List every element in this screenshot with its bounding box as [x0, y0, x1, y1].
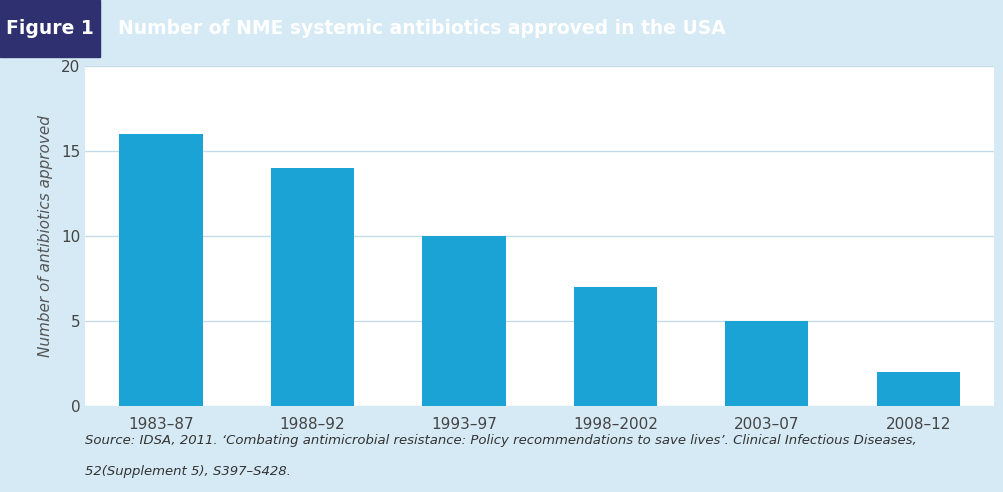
Text: Number of NME systemic antibiotics approved in the USA: Number of NME systemic antibiotics appro…	[118, 19, 725, 38]
Y-axis label: Number of antibiotics approved: Number of antibiotics approved	[38, 115, 53, 357]
Bar	[119, 134, 203, 406]
Text: Source: IDSA, 2011. ‘Combating antimicrobial resistance: Policy recommendations : Source: IDSA, 2011. ‘Combating antimicro…	[85, 433, 916, 447]
Bar	[573, 287, 656, 406]
Text: 52(Supplement 5), S397–S428.: 52(Supplement 5), S397–S428.	[85, 465, 291, 478]
Bar	[724, 321, 807, 406]
Bar	[422, 236, 506, 406]
Text: Figure 1: Figure 1	[6, 19, 94, 38]
Bar	[271, 168, 354, 406]
Bar	[876, 372, 959, 406]
Bar	[0, 0, 100, 57]
